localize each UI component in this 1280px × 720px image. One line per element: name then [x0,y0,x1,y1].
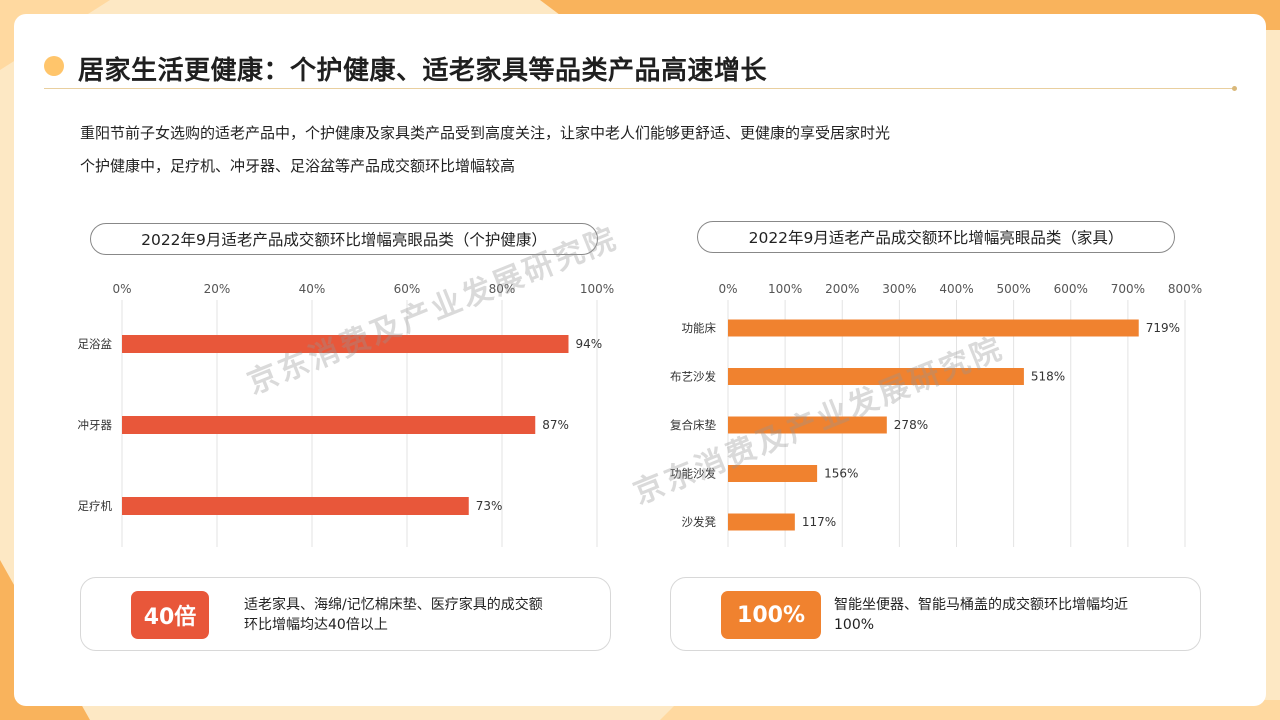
bar [728,465,818,482]
x-tick-label: 20% [204,282,231,296]
page-title: 居家生活更健康：个护健康、适老家具等品类产品高速增长 [78,56,768,86]
x-tick-label: 100% [580,282,614,296]
callout-badge: 100% [721,591,821,639]
subtitle-line-1: 重阳节前子女选购的适老产品中，个护健康及家具类产品受到高度关注，让家中老人们能够… [80,124,891,142]
callout-text: 智能坐便器、智能马桶盖的成交额环比增幅均近100% [834,597,1128,633]
data-label: 73% [476,499,503,513]
data-label: 278% [894,418,928,432]
category-label: 足浴盆 [78,337,113,351]
category-label: 功能床 [682,321,717,335]
x-tick-label: 700% [1111,282,1145,296]
subtitle-line-2: 个护健康中，足疗机、冲牙器、足浴盆等产品成交额环比增幅较高 [80,157,516,175]
chart-title-personal-care: 2022年9月适老产品成交额环比增幅亮眼品类（个护健康） [90,223,598,255]
category-label: 冲牙器 [78,418,113,432]
x-tick-label: 80% [489,282,516,296]
data-label: 94% [576,337,603,351]
x-tick-label: 200% [825,282,859,296]
category-label: 复合床垫 [670,418,716,432]
category-label: 功能沙发 [670,467,716,481]
callout-badge: 40倍 [131,591,209,639]
data-label: 518% [1031,370,1065,384]
bar [122,497,469,515]
data-label: 719% [1146,321,1180,335]
bar [728,368,1024,385]
bar [728,416,887,434]
x-tick-label: 400% [939,282,973,296]
category-label: 布艺沙发 [670,370,716,384]
data-label: 156% [824,467,858,481]
x-tick-label: 100% [768,282,802,296]
bar [728,513,795,531]
x-tick-label: 500% [996,282,1030,296]
bar [122,335,569,353]
data-label: 87% [542,418,569,432]
callout-box-furniture: 40倍 适老家具、海绵/记忆棉床垫、医疗家具的成交额环比增幅均达40倍以上 [80,577,611,651]
x-tick-label: 300% [882,282,916,296]
bar [122,416,536,434]
data-label: 117% [802,515,836,529]
x-tick-label: 800% [1168,282,1202,296]
category-label: 足疗机 [78,499,113,513]
title-divider [44,88,1234,89]
x-tick-label: 0% [718,282,737,296]
x-tick-label: 600% [1054,282,1088,296]
x-tick-label: 0% [112,282,131,296]
title-bullet-dot [44,56,64,76]
callout-text: 适老家具、海绵/记忆棉床垫、医疗家具的成交额环比增幅均达40倍以上 [244,597,543,633]
callout-box-smart-toilet: 100% 智能坐便器、智能马桶盖的成交额环比增幅均近100% [670,577,1201,651]
x-tick-label: 40% [299,282,326,296]
bar [728,319,1139,337]
x-tick-label: 60% [394,282,421,296]
divider-end-dot [1232,86,1237,91]
chart-title-furniture: 2022年9月适老产品成交额环比增幅亮眼品类（家具） [697,221,1175,253]
category-label: 沙发凳 [682,515,717,529]
